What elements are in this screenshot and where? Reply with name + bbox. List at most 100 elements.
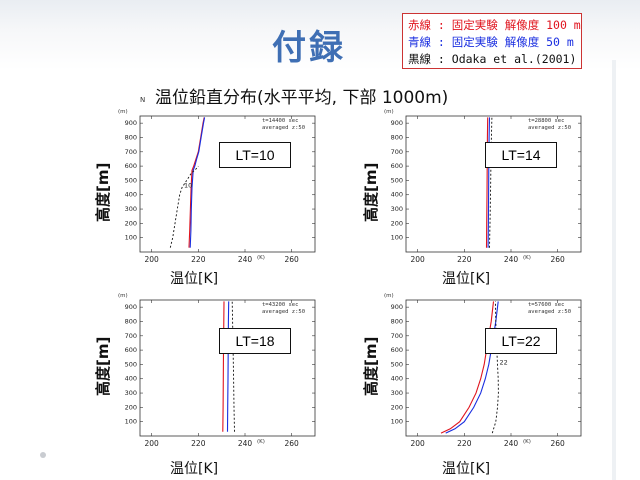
y-tick-label: 200 (391, 219, 403, 227)
series-line-black (169, 165, 199, 248)
y-tick-label: 600 (391, 346, 403, 354)
y-tick-label: 400 (125, 191, 137, 199)
y-tick-label: 100 (391, 234, 403, 242)
y-tick-label: 600 (125, 162, 137, 170)
x-tick-label: 200 (411, 439, 426, 448)
y-tick-label: 600 (125, 346, 137, 354)
x-tick-label: 200 (411, 255, 426, 264)
series-line-blue (487, 117, 491, 248)
x-tick-label: 260 (551, 439, 566, 448)
y-unit-label: (m) (384, 109, 394, 115)
time-info-label: t=14400 sec (262, 118, 298, 124)
plot-lt14: 100 200 300 400 500 600 700 800 900 200 220 240 260 (… (384, 109, 582, 264)
plot-lt18: 100 200 300 400 500 600 700 800 900 200 220 240 260 (… (118, 293, 316, 448)
x-tick-label: 260 (551, 255, 566, 264)
x-unit-label: (K) (257, 439, 265, 445)
y-tick-label: 700 (125, 332, 137, 340)
y-axis-title-lt10: 高度[m] (94, 162, 112, 222)
y-tick-label: 700 (125, 148, 137, 156)
x-tick-label: 220 (457, 255, 472, 264)
plot-lt10: 100 200 300 400 500 600 700 800 900 200 220 240 260 (… (118, 109, 316, 264)
plot-lt22: 100 200 300 400 500 600 700 800 900 200 220 240 260 (… (384, 293, 582, 448)
y-tick-label: 300 (125, 389, 137, 397)
subtitle-mark: N (140, 96, 146, 104)
average-info-label: averaged z:50 (262, 125, 305, 131)
plot-frame (139, 115, 316, 253)
legend-blue-line: 青線 : 固定実験 解像度 50 m (408, 35, 574, 49)
y-tick-label: 400 (125, 375, 137, 383)
x-tick-label: 220 (191, 439, 206, 448)
y-tick-label: 100 (391, 418, 403, 426)
legend-black-line: 黒線 : Odaka et al.(2001) (408, 52, 577, 66)
y-unit-label: (m) (118, 109, 128, 115)
y-tick-label: 400 (391, 191, 403, 199)
lt-label-lt10: LT=10 (219, 142, 291, 168)
plot-panel-lt22: 100 200 300 400 500 600 700 800 900 200 220 240 260 (… (356, 288, 626, 468)
y-tick-label: 500 (125, 176, 137, 184)
y-tick-label: 800 (125, 317, 137, 325)
x-tick-label: 260 (285, 439, 300, 448)
x-axis-title-lt14: 温位[K] (442, 271, 491, 287)
y-tick-label: 900 (391, 119, 403, 127)
y-tick-label: 800 (391, 133, 403, 141)
average-info-label: averaged z:50 (528, 309, 571, 315)
slide-title: 付録 (272, 28, 346, 68)
series-line-red (222, 301, 225, 432)
plot-frame (405, 115, 582, 253)
y-tick-label: 500 (125, 360, 137, 368)
y-axis-title-lt18: 高度[m] (94, 336, 112, 396)
y-tick-label: 800 (391, 317, 403, 325)
x-tick-label: 260 (285, 255, 300, 264)
x-tick-label: 220 (191, 255, 206, 264)
series-line-red (485, 117, 489, 248)
series-contour-label: 22 (499, 358, 507, 366)
slide-bullet-dot (40, 452, 46, 458)
y-tick-label: 100 (125, 418, 137, 426)
plot-panel-lt14: 100 200 300 400 500 600 700 800 900 200 220 240 260 (… (356, 104, 626, 284)
x-tick-label: 240 (238, 255, 253, 264)
y-tick-label: 500 (391, 360, 403, 368)
x-axis-title-lt18: 温位[K] (170, 461, 219, 477)
series-line-blue (226, 301, 230, 432)
y-tick-label: 300 (391, 389, 403, 397)
y-unit-label: (m) (118, 293, 128, 299)
x-tick-label: 240 (238, 439, 253, 448)
x-axis-title-lt22: 温位[K] (442, 461, 491, 477)
x-axis-title-lt10: 温位[K] (170, 271, 219, 287)
y-unit-label: (m) (384, 293, 394, 299)
x-unit-label: (K) (523, 255, 531, 261)
figure-subtitle: 温位鉛直分布(水平平均, 下部 1000m) (155, 88, 449, 108)
series-line-blue (189, 117, 206, 248)
x-tick-label: 240 (504, 255, 519, 264)
y-axis-title-lt22: 高度[m] (362, 336, 380, 396)
y-tick-label: 700 (391, 148, 403, 156)
y-tick-label: 800 (125, 133, 137, 141)
y-tick-label: 100 (125, 234, 137, 242)
series-contour-label: 10 (184, 182, 192, 190)
y-tick-label: 900 (125, 119, 137, 127)
legend-box: 赤線 : 固定実験 解像度 100 m 青線 : 固定実験 解像度 50 m 黒… (402, 13, 582, 69)
x-tick-label: 240 (504, 439, 519, 448)
x-unit-label: (K) (523, 439, 531, 445)
y-tick-label: 200 (125, 219, 137, 227)
lt-label-lt14: LT=14 (485, 142, 557, 168)
average-info-label: averaged z:50 (528, 125, 571, 131)
x-tick-label: 200 (145, 255, 160, 264)
slide-edge-decoration (612, 60, 616, 480)
series-line-black (489, 117, 493, 248)
series-line-black (231, 301, 235, 432)
y-tick-label: 600 (391, 162, 403, 170)
legend-red-line: 赤線 : 固定実験 解像度 100 m (408, 18, 581, 32)
time-info-label: t=57600 sec (528, 302, 564, 308)
lt-label-lt22: LT=22 (485, 328, 557, 354)
y-tick-label: 300 (125, 205, 137, 213)
y-axis-title-lt14: 高度[m] (362, 162, 380, 222)
average-info-label: averaged z:50 (262, 309, 305, 315)
y-tick-label: 300 (391, 205, 403, 213)
x-unit-label: (K) (257, 255, 265, 261)
y-tick-label: 900 (391, 303, 403, 311)
y-tick-label: 500 (391, 176, 403, 184)
time-info-label: t=43200 sec (262, 302, 298, 308)
y-tick-label: 200 (391, 403, 403, 411)
x-tick-label: 220 (457, 439, 472, 448)
